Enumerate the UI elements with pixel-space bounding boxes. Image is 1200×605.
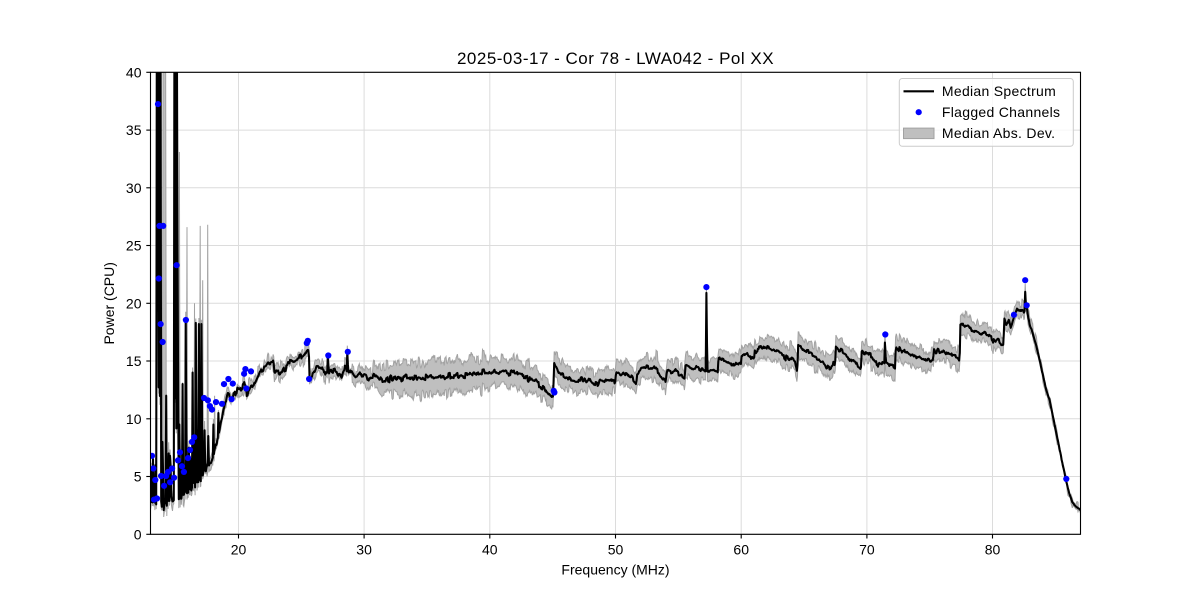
svg-text:80: 80 xyxy=(985,542,1001,558)
svg-text:Power (CPU): Power (CPU) xyxy=(101,262,117,344)
svg-text:15: 15 xyxy=(126,353,142,369)
svg-text:2025-03-17 - Cor 78 - LWA042 -: 2025-03-17 - Cor 78 - LWA042 - Pol XX xyxy=(457,49,774,68)
svg-text:70: 70 xyxy=(859,542,875,558)
svg-text:30: 30 xyxy=(356,542,372,558)
svg-text:60: 60 xyxy=(733,542,749,558)
svg-text:50: 50 xyxy=(608,542,624,558)
svg-text:0: 0 xyxy=(134,526,142,542)
svg-text:Median Abs. Dev.: Median Abs. Dev. xyxy=(942,125,1055,141)
svg-text:5: 5 xyxy=(134,469,142,485)
svg-text:20: 20 xyxy=(231,542,247,558)
svg-text:Median Spectrum: Median Spectrum xyxy=(942,83,1056,99)
svg-text:30: 30 xyxy=(126,180,142,196)
svg-text:Frequency (MHz): Frequency (MHz) xyxy=(561,562,669,578)
svg-text:20: 20 xyxy=(126,295,142,311)
svg-text:Flagged Channels: Flagged Channels xyxy=(942,104,1060,120)
svg-text:35: 35 xyxy=(126,122,142,138)
svg-text:40: 40 xyxy=(126,64,142,80)
svg-text:40: 40 xyxy=(482,542,498,558)
svg-text:25: 25 xyxy=(126,238,142,254)
svg-text:10: 10 xyxy=(126,411,142,427)
